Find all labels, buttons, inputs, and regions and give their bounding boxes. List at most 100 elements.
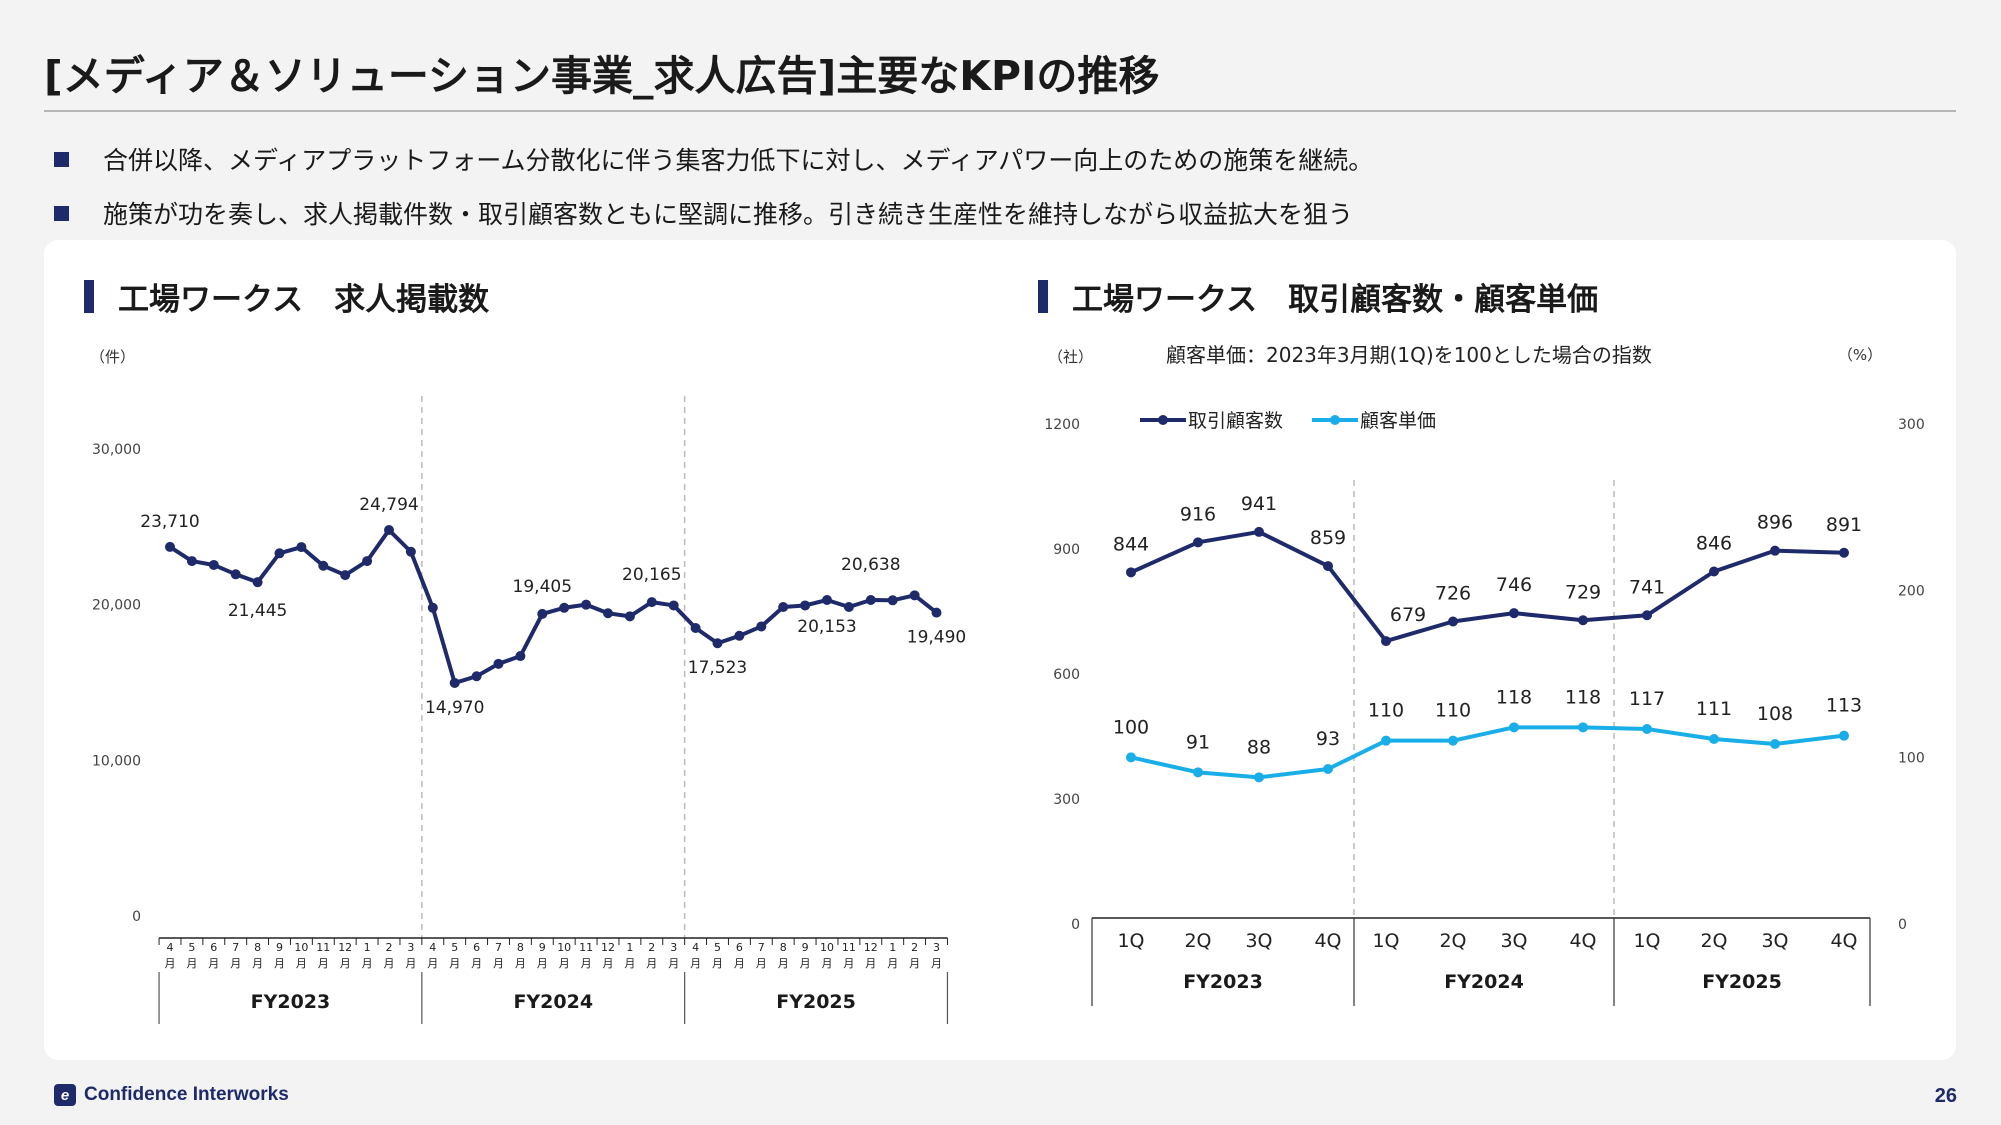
month-suffix-label: 月 [581, 957, 592, 970]
unit-price-data-label: 118 [1496, 686, 1532, 708]
job-listings-point [734, 630, 745, 641]
square-bullet-icon [54, 205, 69, 221]
job-listings-point [384, 525, 394, 536]
month-number-label: 10 [294, 941, 308, 954]
month-suffix-label: 月 [318, 957, 329, 970]
company-name: Confidence Interworks [84, 1084, 289, 1105]
right-left-y-tick-label: 900 [1053, 542, 1080, 558]
left-y-tick-label: 0 [132, 909, 141, 925]
month-number-label: 10 [820, 941, 834, 954]
job-listings-point [208, 559, 219, 570]
month-suffix-label: 月 [822, 957, 833, 970]
job-listings-point [165, 541, 175, 552]
job-listings-point [318, 560, 329, 571]
customers-data-label: 844 [1113, 533, 1149, 555]
right-right-y-tick-label: 300 [1898, 417, 1925, 433]
month-number-label: 1 [889, 941, 896, 954]
month-suffix-label: 月 [537, 957, 548, 970]
left-y-tick-label: 20,000 [92, 598, 141, 614]
customers-point [1193, 537, 1203, 548]
quarter-label: 2Q [1439, 930, 1466, 952]
right-right-y-tick-label: 0 [1898, 917, 1907, 933]
job-listings-point [843, 602, 854, 613]
right-right-y-tick-label: 200 [1898, 584, 1925, 600]
customers-point [1578, 615, 1588, 626]
month-number-label: 5 [451, 941, 458, 954]
job-listings-point [493, 658, 504, 669]
unit-price-point [1509, 722, 1519, 733]
unit-price-point [1770, 739, 1780, 749]
customers-point [1254, 526, 1264, 537]
job-listings-point [778, 602, 789, 613]
unit-price-data-label: 88 [1247, 736, 1271, 758]
job-listings-point [603, 608, 613, 619]
job-listings-data-label: 17,523 [688, 658, 747, 678]
month-number-label: 8 [254, 941, 261, 954]
customers-data-label: 726 [1435, 583, 1471, 605]
quarter-label: 3Q [1245, 930, 1272, 952]
quarter-label: 1Q [1372, 930, 1399, 952]
month-number-label: 4 [692, 941, 699, 954]
month-suffix-label: 月 [208, 957, 219, 970]
quarter-label: 2Q [1184, 930, 1211, 952]
job-listings-point [909, 590, 920, 601]
month-number-label: 12 [338, 941, 352, 954]
month-suffix-label: 月 [800, 957, 811, 970]
month-number-label: 4 [167, 941, 174, 954]
unit-price-point [1254, 772, 1264, 783]
job-listings-point [887, 595, 898, 606]
job-listings-point [405, 546, 416, 557]
right-chart-heading-text: 工場ワークス 取引顧客数・顧客単価 [1072, 282, 1599, 318]
month-suffix-label: 月 [274, 957, 285, 970]
job-listings-data-label: 20,153 [797, 617, 856, 637]
month-number-label: 5 [188, 941, 195, 954]
month-suffix-label: 月 [449, 957, 460, 970]
job-listings-data-label: 20,638 [841, 555, 900, 575]
unit-price-data-label: 111 [1696, 698, 1732, 720]
month-number-label: 12 [864, 941, 878, 954]
customers-data-label: 746 [1496, 574, 1532, 596]
job-listings-data-label: 19,490 [907, 628, 966, 648]
left-y-tick-label: 30,000 [92, 442, 141, 458]
left-chart-heading-text: 工場ワークス 求人掲載数 [118, 282, 490, 318]
quarter-label: 2Q [1700, 930, 1727, 952]
month-suffix-label: 月 [909, 957, 920, 970]
page-number: 26 [1934, 1085, 1957, 1107]
quarter-label: 1Q [1117, 930, 1144, 952]
right-chart-heading: 工場ワークス 取引顧客数・顧客単価 [1038, 274, 1598, 319]
legend-unit-price-marker [1330, 415, 1340, 425]
month-suffix-label: 月 [646, 957, 657, 970]
month-number-label: 7 [758, 941, 765, 954]
quarter-label: 4Q [1569, 930, 1596, 952]
legend-customers-label: 取引顧客数 [1188, 410, 1283, 432]
left-y-tick-label: 10,000 [92, 753, 141, 769]
left-chart-heading: 工場ワークス 求人掲載数 [84, 274, 489, 319]
month-suffix-label: 月 [493, 957, 504, 970]
customers-data-label: 741 [1629, 576, 1665, 598]
month-suffix-label: 月 [778, 957, 789, 970]
heading-marker [84, 280, 94, 313]
month-number-label: 1 [626, 941, 633, 954]
customers-point [1323, 561, 1333, 572]
month-suffix-label: 月 [843, 957, 854, 970]
month-number-label: 3 [933, 941, 940, 954]
legend-customers-marker [1158, 415, 1168, 425]
job-listings-point [646, 597, 657, 608]
job-listings-point [471, 671, 482, 682]
customers-data-label: 916 [1180, 503, 1216, 525]
job-listings-point [186, 556, 197, 567]
month-number-label: 9 [276, 941, 283, 954]
customers-data-label: 729 [1565, 581, 1601, 603]
job-listings-point [865, 594, 876, 605]
month-number-label: 6 [736, 941, 743, 954]
month-number-label: 10 [557, 941, 571, 954]
job-listings-point [756, 621, 767, 632]
fiscal-year-label: FY2024 [513, 991, 593, 1013]
month-suffix-label: 月 [252, 957, 263, 970]
month-suffix-label: 月 [756, 957, 767, 970]
job-listings-point [252, 577, 263, 588]
job-listings-data-label: 24,794 [359, 495, 418, 515]
right-left-y-tick-label: 0 [1071, 917, 1080, 933]
right-right-unit-label: （%） [1838, 346, 1882, 364]
customers-point [1839, 547, 1849, 558]
